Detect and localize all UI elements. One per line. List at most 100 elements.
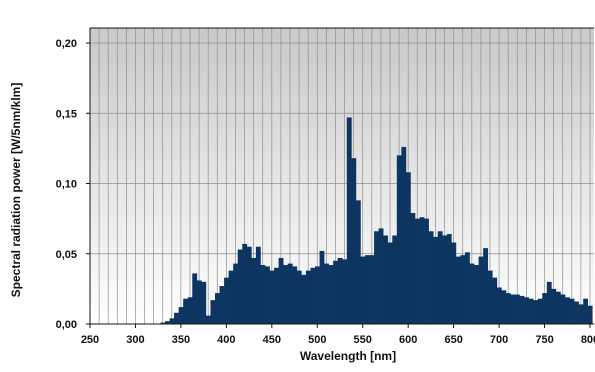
spectrum-bar — [478, 256, 484, 324]
spectrum-bar — [405, 172, 411, 324]
spectrum-bar — [387, 242, 393, 324]
spectrum-bar — [287, 263, 293, 324]
spectrum-bar — [274, 267, 279, 324]
spectrum-bar — [178, 307, 184, 324]
spectrum-bar — [292, 266, 298, 324]
x-tick-label: 500 — [308, 334, 326, 346]
spectrum-bar — [392, 235, 398, 324]
spectrum-bar — [269, 270, 275, 324]
spectrum-bar — [301, 274, 307, 324]
spectrum-bar — [410, 213, 416, 324]
spectrum-bar — [424, 218, 429, 324]
spectrum-bar — [451, 242, 457, 324]
spectrum-bar — [160, 322, 166, 324]
spectrum-bar — [201, 281, 207, 324]
spectrum-bar — [533, 300, 539, 324]
x-axis-title: Wavelength [nm] — [300, 349, 396, 363]
spectrum-bar — [501, 290, 507, 324]
spectrum-bar — [219, 286, 225, 324]
spectrum-bar — [492, 277, 498, 324]
spectrum-bar — [333, 260, 339, 324]
spectrum-bar — [574, 301, 579, 324]
x-tick-label: 800 — [581, 334, 595, 346]
x-tick-label: 700 — [490, 334, 508, 346]
spectrum-bar — [296, 270, 302, 324]
spectrum-bar — [474, 264, 479, 324]
spectrum-bar — [342, 259, 348, 324]
spectrum-bar — [446, 234, 452, 324]
y-tick-label: 0,10 — [56, 179, 77, 191]
spectrum-bar — [360, 256, 366, 324]
spectrum-bar — [569, 298, 575, 324]
spectrum-bar — [505, 293, 511, 324]
spectrum-bar — [555, 291, 561, 324]
spectrum-bar — [183, 298, 189, 324]
spectrum-bar — [537, 298, 543, 324]
spectrum-bar — [496, 287, 502, 324]
x-tick-label: 450 — [263, 334, 281, 346]
spectrum-bar — [310, 267, 316, 324]
spectrum-bar — [519, 295, 525, 324]
spectrum-bar — [396, 155, 402, 324]
spectrum-bar — [428, 231, 434, 324]
x-tick-label: 400 — [217, 334, 235, 346]
spectrum-bar — [542, 293, 548, 324]
x-tick-label: 650 — [444, 334, 462, 346]
spectrum-bar — [528, 298, 534, 324]
x-tick-label: 550 — [354, 334, 372, 346]
spectrum-bar — [351, 158, 357, 324]
x-tick-label: 750 — [535, 334, 553, 346]
spectrum-bar — [242, 243, 248, 324]
spectrum-bar — [319, 250, 325, 324]
spectrum-bar — [578, 304, 584, 324]
x-tick-label: 350 — [172, 334, 190, 346]
spectrum-bar — [265, 266, 270, 324]
spectrum-bar — [510, 294, 516, 324]
spectrum-bar — [192, 273, 198, 324]
spectrum-bar — [187, 297, 193, 324]
x-tick-label: 300 — [126, 334, 144, 346]
spectrum-bar — [315, 266, 320, 324]
y-tick-label: 0,15 — [56, 108, 77, 120]
spectrum-bar — [305, 270, 311, 324]
spectrum-bar — [560, 294, 566, 324]
spectrum-bar — [205, 315, 211, 324]
spectrum-bar — [251, 257, 257, 324]
spectrum-bar — [437, 231, 443, 324]
spectrum-bar — [337, 257, 343, 324]
spectrum-bar — [324, 263, 329, 324]
spectrum-bar — [587, 305, 593, 324]
spectrum-bar — [174, 312, 179, 324]
y-tick-label: 0,00 — [56, 319, 77, 331]
spectrum-bar — [465, 252, 470, 324]
axes — [88, 27, 594, 326]
spectrum-bar — [260, 264, 266, 324]
spectrum-bar — [165, 321, 170, 324]
spectrum-bar — [210, 300, 216, 324]
spectrum-bar — [565, 297, 570, 324]
spectrum-bar — [237, 249, 243, 324]
spectrum-bar — [369, 255, 375, 324]
x-tick-labels: 250 300 350 400 450 500 550 600 650 700 750 800 — [81, 324, 595, 346]
spectrum-bar — [328, 264, 334, 324]
spectrum-bar — [228, 270, 234, 324]
spectrum-bar — [415, 218, 420, 324]
spectrum-bar — [524, 297, 529, 324]
spectrum-bar — [383, 235, 389, 324]
y-tick-label: 0,20 — [56, 38, 77, 50]
spectrum-bar — [460, 255, 466, 324]
y-tick-labels: 0,00 0,05 0,10 0,15 0,20 — [56, 38, 90, 331]
spectrum-bar — [546, 281, 552, 324]
spectrum-bar — [487, 270, 493, 324]
spectrum-bars — [160, 117, 593, 324]
spectrum-bar — [255, 246, 261, 324]
spectrum-bar — [378, 228, 384, 324]
spectrum-bar — [355, 200, 361, 324]
spectrum-bar — [469, 263, 475, 324]
y-tick-label: 0,05 — [56, 249, 77, 261]
spectrum-bar — [346, 117, 352, 324]
spectrum-bar — [283, 264, 289, 324]
spectrum-bar — [433, 236, 439, 324]
spectrum-bar — [246, 246, 252, 324]
